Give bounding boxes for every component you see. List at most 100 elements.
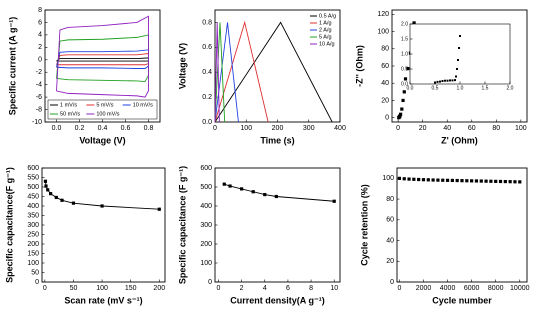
x-tick-label: 0.2 <box>75 125 85 132</box>
legend-label: 1 mV/s <box>60 102 77 108</box>
data-point <box>470 179 474 183</box>
y-tick-label: 250 <box>27 231 39 238</box>
y-axis-title: Specific capacitance(F g⁻¹) <box>4 167 14 283</box>
panel: 0 50 100 150 200 0 50 100 150 200 250 300 350 400 450 5… <box>4 165 166 305</box>
data-point <box>398 112 403 116</box>
x-axis-title: Time (s) <box>260 135 294 145</box>
data-point <box>450 178 454 183</box>
legend-entry: 5 A/g <box>310 34 332 40</box>
y-tick-label: 1.0 <box>401 51 408 57</box>
y-tick-label: 8 <box>38 7 42 14</box>
data-point <box>441 80 444 82</box>
x-tick-label: 50 <box>70 285 78 292</box>
y-tick-label: 0.0 <box>401 81 408 87</box>
data-point <box>263 193 267 197</box>
y-tick-label: 0 <box>38 57 42 64</box>
x-tick-label: 2.0 <box>507 85 514 91</box>
x-tick-label: 150 <box>125 285 137 292</box>
data-point <box>494 179 498 183</box>
y-tick-label: 600 <box>200 165 212 172</box>
x-tick-label: 2 <box>240 285 244 292</box>
x-tick-label: 4000 <box>440 285 456 292</box>
y-tick-label: 450 <box>27 193 39 200</box>
x-axis-title: Z' (Ohm) <box>441 135 478 145</box>
data-point <box>251 190 255 194</box>
x-tick-label: 80 <box>492 125 500 132</box>
y-tick-label: 20 <box>381 97 389 104</box>
data-point <box>222 182 226 186</box>
x-tick-label: 0 <box>43 285 47 292</box>
data-point <box>412 21 416 25</box>
x-tick-label: 0 <box>397 285 401 292</box>
panel: 0.0 0.5 1.0 1.5 2.0 0.0 0.5 1.0 1.5 2.0 <box>401 21 514 91</box>
x-tick-label: 60 <box>468 125 476 132</box>
data-point <box>444 79 446 82</box>
data-point <box>456 68 458 70</box>
data-point <box>459 35 461 37</box>
legend-entry: 5 mV/s <box>86 102 114 108</box>
y-tick-label: 0.2 <box>202 94 212 101</box>
legend-entry: 10 A/g <box>310 41 335 47</box>
data-point <box>398 114 402 118</box>
legend-entry: 100 mV/s <box>86 111 120 117</box>
y-tick-label: 150 <box>27 250 39 257</box>
data-point <box>412 177 416 181</box>
data-point <box>421 178 426 182</box>
plot-frame <box>214 167 341 283</box>
x-tick-label: 100 <box>515 125 527 132</box>
data-point <box>508 180 512 184</box>
y-axis-title: Voltage (V) <box>177 43 187 89</box>
y-tick-label: 550 <box>27 174 39 181</box>
data-point <box>54 195 58 200</box>
data-point <box>434 81 436 84</box>
data-point <box>445 178 450 182</box>
y-tick-label: 200 <box>200 241 212 248</box>
x-tick-label: 100 <box>240 125 252 132</box>
y-tick-label: 120 <box>377 11 389 18</box>
y-tick-label: 0.6 <box>202 44 212 51</box>
x-tick-label: 10 <box>330 285 338 292</box>
y-tick-label: 400 <box>200 203 212 210</box>
series-line <box>214 20 269 123</box>
y-tick-label: 4 <box>38 32 42 39</box>
y-tick-label: 100 <box>377 28 389 35</box>
y-tick-label: 600 <box>27 165 39 172</box>
y-tick-label: 80 <box>381 46 389 53</box>
series-line <box>214 22 239 123</box>
legend-label: 100 mV/s <box>96 111 119 117</box>
data-point <box>44 184 48 188</box>
legend-label: 5 A/g <box>319 34 332 40</box>
plot-frame <box>396 167 528 283</box>
y-tick-label: -4 <box>36 82 42 89</box>
data-point <box>451 79 454 82</box>
data-point <box>157 207 161 211</box>
y-axis-title: Specific capacitance (F g⁻¹) <box>177 166 187 284</box>
x-tick-label: 1.5 <box>482 85 489 91</box>
x-tick-label: 8 <box>309 285 313 292</box>
x-tick-label: 0 <box>396 125 400 132</box>
y-tick-label: 400 <box>27 203 39 210</box>
data-point <box>431 178 435 182</box>
series-line <box>214 21 333 123</box>
data-point <box>455 178 459 183</box>
data-point <box>474 179 479 183</box>
y-tick-label: 60 <box>386 217 394 224</box>
data-point <box>228 184 232 188</box>
x-tick-label: 200 <box>153 285 165 292</box>
legend-entry: 0.5 A/g <box>310 13 336 19</box>
data-point <box>513 180 517 184</box>
y-tick-label: 0.5 <box>401 66 408 72</box>
series-line <box>214 22 220 123</box>
x-tick-label: 0.8 <box>144 125 154 132</box>
x-tick-label: 0 <box>217 285 221 292</box>
x-tick-label: 100 <box>96 285 108 292</box>
data-point <box>48 192 53 196</box>
y-tick-label: 0.8 <box>202 19 212 26</box>
data-point <box>60 198 64 202</box>
y-tick-label: 0 <box>35 279 39 286</box>
data-point <box>71 201 76 205</box>
legend-label: 50 mV/s <box>60 111 80 117</box>
y-axis-title: -Z'' (Ohm) <box>354 45 364 87</box>
